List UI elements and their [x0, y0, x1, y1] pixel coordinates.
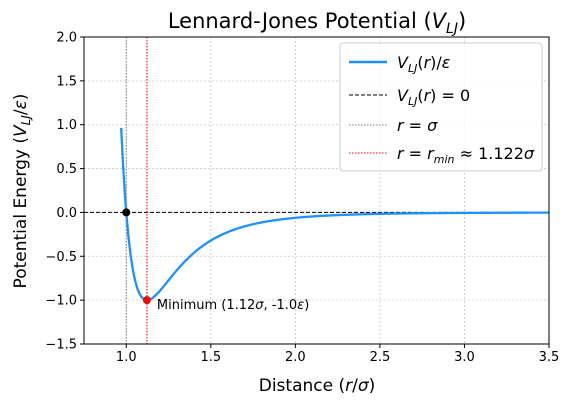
y-tick-label: 1.0 [56, 118, 77, 133]
x-axis-label: Distance (r/σ) [259, 376, 376, 396]
y-tick-label: −1.0 [45, 294, 77, 309]
zero-crossing-point [122, 208, 131, 217]
x-tick-label: 2.5 [370, 350, 391, 365]
legend-label-sigma: r = σ [397, 116, 438, 135]
series-layer [120, 127, 549, 302]
axis-ticks: 1.0 1.5 2.0 2.5 3.0 3.5 −1.5 −1.0 −0.5 0.0 0.5 1.0 1… [45, 31, 559, 366]
y-tick-label: 1.5 [56, 74, 77, 89]
legend-frame [339, 42, 543, 172]
x-tick-label: 2.0 [285, 350, 306, 365]
x-tick-label: 3.5 [539, 350, 560, 365]
x-tick-label: 1.0 [116, 350, 137, 365]
y-axis-label: Potential Energy (VLJ/ε) [11, 94, 33, 289]
y-tick-label: −1.5 [45, 338, 77, 353]
x-tick-label: 1.5 [200, 350, 221, 365]
y-tick-label: −0.5 [45, 250, 77, 265]
x-tick-label: 3.0 [454, 350, 475, 365]
y-tick-label: 0.0 [56, 206, 77, 221]
plot-frame [83, 36, 550, 345]
y-tick-label: 0.5 [56, 162, 77, 177]
minimum-point [142, 296, 151, 305]
chart-title: Lennard-Jones Potential (VLJ) [168, 9, 466, 37]
y-tick-label: 2.0 [56, 31, 77, 46]
legend-label-potential: VLJ(r)/ε [397, 53, 451, 75]
legend: VLJ(r)/ε VLJ(r) = 0 r = σ r = rmin ≈ 1.1… [339, 42, 543, 172]
potential-curve [120, 127, 549, 302]
minimum-annotation: Minimum (1.12σ, -1.0ε) [157, 298, 309, 313]
legend-label-rmin: r = rmin ≈ 1.122σ [397, 144, 535, 166]
marker-layer [122, 208, 151, 305]
